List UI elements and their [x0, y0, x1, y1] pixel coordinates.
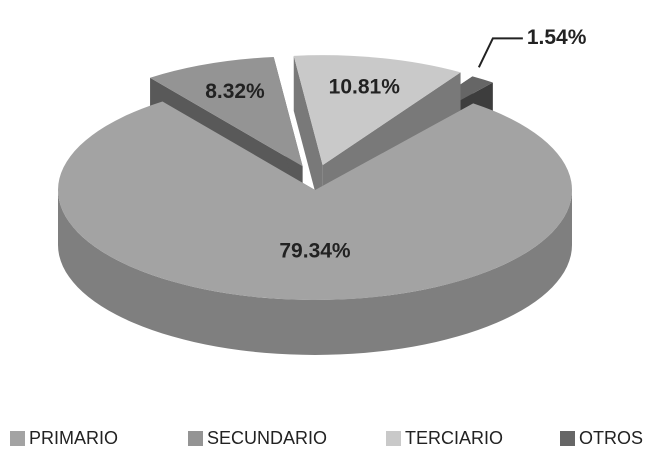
value-label: 10.81%: [329, 76, 401, 99]
value-label: 79.34%: [279, 240, 351, 263]
value-label: 1.54%: [527, 26, 587, 49]
slice-top: [293, 55, 461, 166]
legend-label: SECUNDARIO: [207, 428, 327, 448]
legend-swatch: [10, 431, 25, 446]
slice: [57, 101, 572, 355]
slice-wall: [293, 55, 323, 221]
legend-swatch: [560, 431, 575, 446]
leader-line: [477, 37, 523, 68]
slice-top: [57, 101, 572, 301]
legend-swatch: [188, 431, 203, 446]
legend-label: OTROS: [579, 428, 643, 448]
legend-label: TERCIARIO: [405, 428, 503, 448]
legend-swatch: [386, 431, 401, 446]
slice-top: [150, 56, 303, 167]
slice-side: [58, 190, 572, 355]
legend-label: PRIMARIO: [29, 428, 118, 448]
value-label: 8.32%: [205, 80, 265, 103]
